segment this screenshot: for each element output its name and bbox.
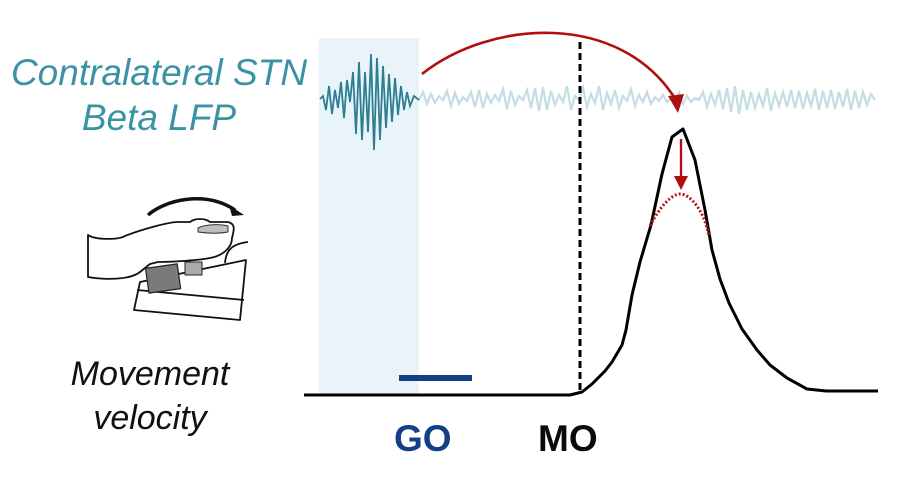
velocity-label-line2: velocity [93, 399, 207, 437]
velocity-trace [304, 127, 878, 397]
velocity-label-line1: Movement [70, 355, 230, 393]
lfp-trace-burst [319, 53, 420, 151]
reduced-velocity-peak [648, 192, 711, 237]
burst-effect-arrow [421, 31, 678, 101]
mo-label: MO [538, 418, 598, 459]
lfp-label-line2: Beta LFP [81, 97, 237, 138]
hand-device-illustration [87, 197, 249, 321]
velocity-label: Movement velocity [40, 352, 260, 440]
rotation-arrow-icon [146, 197, 236, 217]
lfp-label-line1: Contralateral STN [10, 52, 308, 93]
go-label: GO [394, 418, 452, 459]
down-arrow-head-icon [674, 176, 688, 190]
lfp-trace-faint [418, 83, 876, 115]
lfp-label: Contralateral STN Beta LFP [0, 50, 318, 140]
arrow-head-icon [668, 94, 684, 113]
